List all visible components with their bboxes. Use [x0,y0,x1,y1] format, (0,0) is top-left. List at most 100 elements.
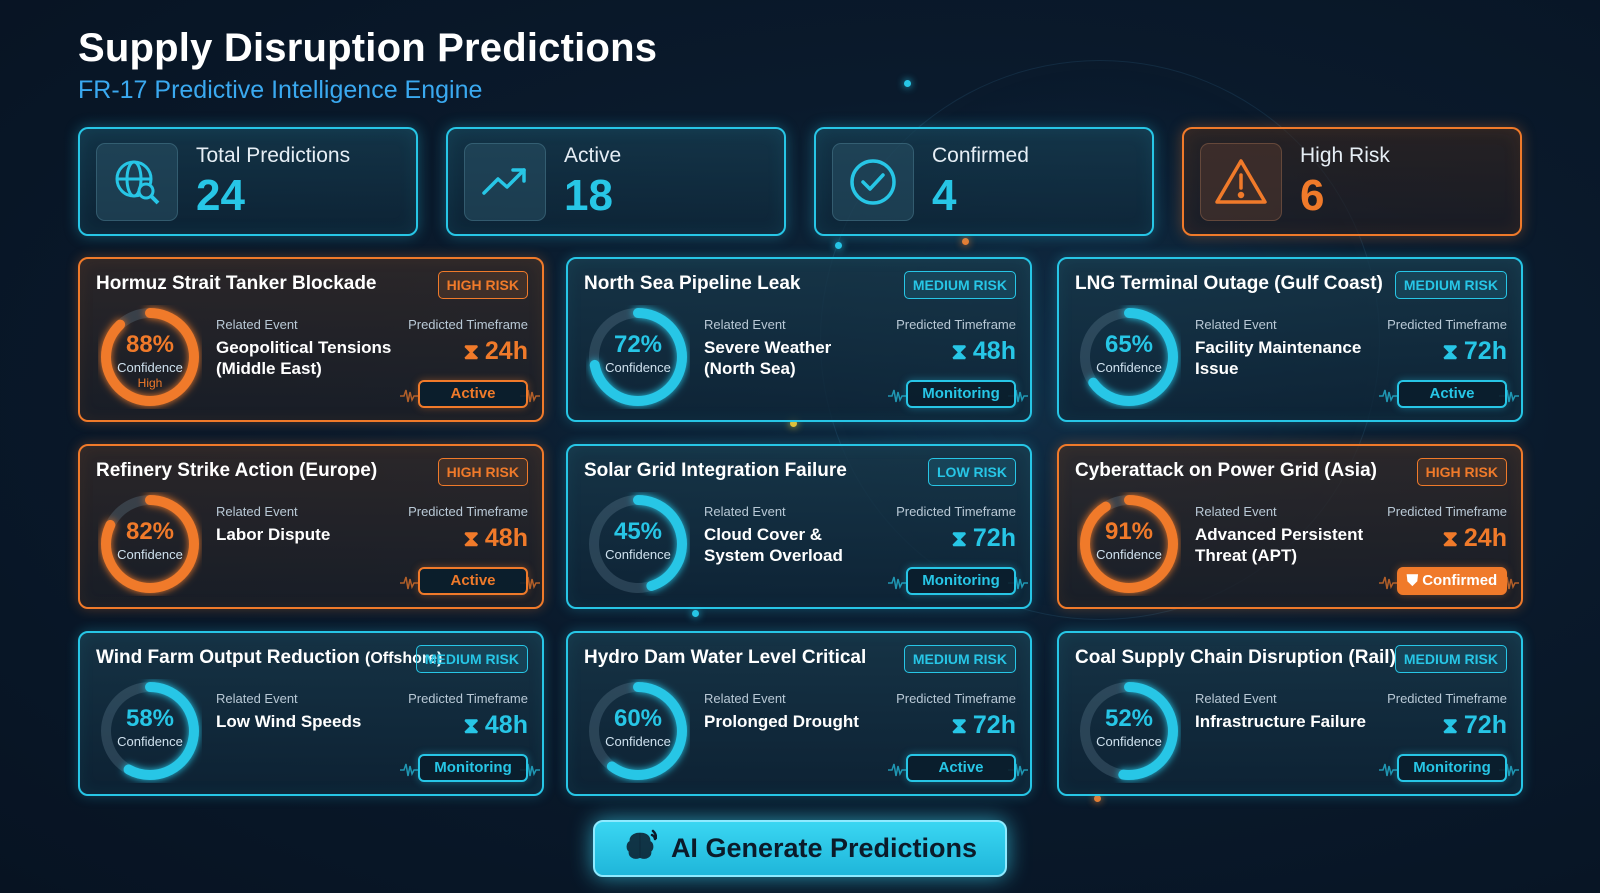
related-event-label: Related Event [704,504,786,519]
prediction-card[interactable]: Refinery Strike Action (Europe) HIGH RIS… [78,444,544,609]
status-label: Active [1429,385,1475,402]
related-event-value: Cloud Cover & System Overload [704,525,843,565]
confidence-value: 88% [125,331,175,358]
trend-up-icon [464,143,546,221]
timeframe-value: ⧗ 48h [388,711,528,740]
shield-check-icon: ⛊ [1406,572,1423,589]
related-event-label: Related Event [216,504,298,519]
stat-high-risk[interactable]: High Risk 6 [1182,127,1522,236]
confidence-ring: 58% Confidence [98,679,202,783]
timeframe-text: 24h [1463,524,1507,552]
hourglass-icon: ⧗ [463,339,479,364]
status-button[interactable]: ⛊ Confirmed [1397,567,1507,595]
confidence-value: 60% [613,705,663,732]
timeframe-value: ⧗ 72h [876,524,1016,553]
related-event-label: Related Event [1195,504,1277,519]
confidence-ring: 45% Confidence [586,492,690,596]
prediction-card[interactable]: Hormuz Strait Tanker Blockade HIGH RISK 8… [78,257,544,422]
timeframe-value: ⧗ 48h [876,337,1016,366]
status-label: Active [450,572,496,589]
confidence-value: 52% [1104,705,1154,732]
hourglass-icon: ⧗ [463,713,479,738]
card-title: Refinery Strike Action (Europe) [96,460,377,482]
stat-value: 4 [932,171,957,220]
status-label: Monitoring [922,385,1000,402]
risk-badge: MEDIUM RISK [903,271,1016,299]
card-title-text: Solar Grid Integration Failure [584,460,847,481]
status-label: Confirmed [1422,572,1498,589]
prediction-card[interactable]: Hydro Dam Water Level Critical MEDIUM RI… [566,631,1032,796]
prediction-card[interactable]: Cyberattack on Power Grid (Asia) HIGH RI… [1057,444,1523,609]
confidence-label: Confidence [117,734,183,749]
card-title: North Sea Pipeline Leak [584,273,800,295]
timeframe-label: Predicted Timeframe [896,317,1016,332]
prediction-card[interactable]: Coal Supply Chain Disruption (Rail) MEDI… [1057,631,1523,796]
stat-label: Total Predictions [196,144,351,167]
confidence-ring: 52% Confidence [1077,679,1181,783]
page-title: Supply Disruption Predictions [78,26,658,70]
status-button[interactable]: Active [418,567,528,595]
card-title-text: Cyberattack on Power Grid (Asia) [1075,460,1377,481]
card-title: Coal Supply Chain Disruption (Rail) [1075,647,1396,669]
stat-total-predictions[interactable]: Total Predictions 24 [78,127,418,236]
status-button[interactable]: Monitoring [906,380,1016,408]
status-button[interactable]: Monitoring [418,754,528,782]
related-event-label: Related Event [216,691,298,706]
confidence-value: 58% [125,705,175,732]
card-title-text: Wind Farm Output Reduction [96,647,360,668]
confidence-sub: High [137,376,163,390]
timeframe-value: ⧗ 48h [388,524,528,553]
confidence-label: Confidence [1096,547,1162,562]
timeframe-text: 72h [1463,337,1507,365]
hourglass-icon: ⧗ [951,339,967,364]
confidence-label: Confidence [605,360,671,375]
warning-icon [1200,143,1282,221]
card-title-text: North Sea Pipeline Leak [584,273,801,294]
risk-badge: MEDIUM RISK [1394,645,1507,673]
stat-confirmed[interactable]: Confirmed 4 [814,127,1154,236]
timeframe-text: 72h [1463,711,1507,739]
card-title: LNG Terminal Outage (Gulf Coast) [1075,273,1383,295]
status-button[interactable]: Active [906,754,1016,782]
timeframe-label: Predicted Timeframe [408,691,528,706]
confidence-ring: 65% Confidence [1077,305,1181,409]
stat-value: 6 [1300,171,1325,220]
confidence-ring: 60% Confidence [586,679,690,783]
related-event-value: Infrastructure Failure [1195,712,1366,731]
status-button[interactable]: Active [1397,380,1507,408]
card-title: Hydro Dam Water Level Critical [584,647,866,669]
timeframe-value: ⧗ 24h [388,337,528,366]
confidence-ring: 88% Confidence High [98,305,202,409]
status-button[interactable]: Monitoring [906,567,1016,595]
timeframe-label: Predicted Timeframe [1387,504,1507,519]
related-event-label: Related Event [704,317,786,332]
prediction-card[interactable]: Wind Farm Output Reduction (Offshore) MED… [78,631,544,796]
related-event-label: Related Event [216,317,298,332]
hourglass-icon: ⧗ [1442,713,1458,738]
stat-value: 24 [196,171,245,220]
status-label: Monitoring [434,759,512,776]
confidence-ring: 82% Confidence [98,492,202,596]
card-title-text: LNG Terminal Outage (Gulf Coast) [1075,273,1383,294]
decor-dot [1094,795,1101,802]
card-title-text: Refinery Strike Action (Europe) [96,460,378,481]
prediction-card[interactable]: North Sea Pipeline Leak MEDIUM RISK 72% Co… [566,257,1032,422]
timeframe-text: 48h [972,337,1016,365]
related-event-value: Low Wind Speeds [216,712,362,731]
related-event-label: Related Event [704,691,786,706]
card-title: Cyberattack on Power Grid (Asia) [1075,460,1377,482]
stat-label: Active [564,144,622,167]
confidence-value: 65% [1104,331,1154,358]
status-button[interactable]: Active [418,380,528,408]
hourglass-icon: ⧗ [951,526,967,551]
status-button[interactable]: Monitoring [1397,754,1507,782]
card-title-text: Coal Supply Chain Disruption (Rail) [1075,647,1396,668]
related-event-label: Related Event [1195,317,1277,332]
prediction-card[interactable]: LNG Terminal Outage (Gulf Coast) MEDIUM … [1057,257,1523,422]
status-label: Monitoring [1413,759,1491,776]
prediction-card[interactable]: Solar Grid Integration Failure LOW RISK 4… [566,444,1032,609]
stat-active[interactable]: Active 18 [446,127,786,236]
ai-generate-label: AI Generate Predictions [670,833,978,863]
hourglass-icon: ⧗ [1442,526,1458,551]
ai-generate-button[interactable]: AI Generate Predictions [593,820,1007,877]
